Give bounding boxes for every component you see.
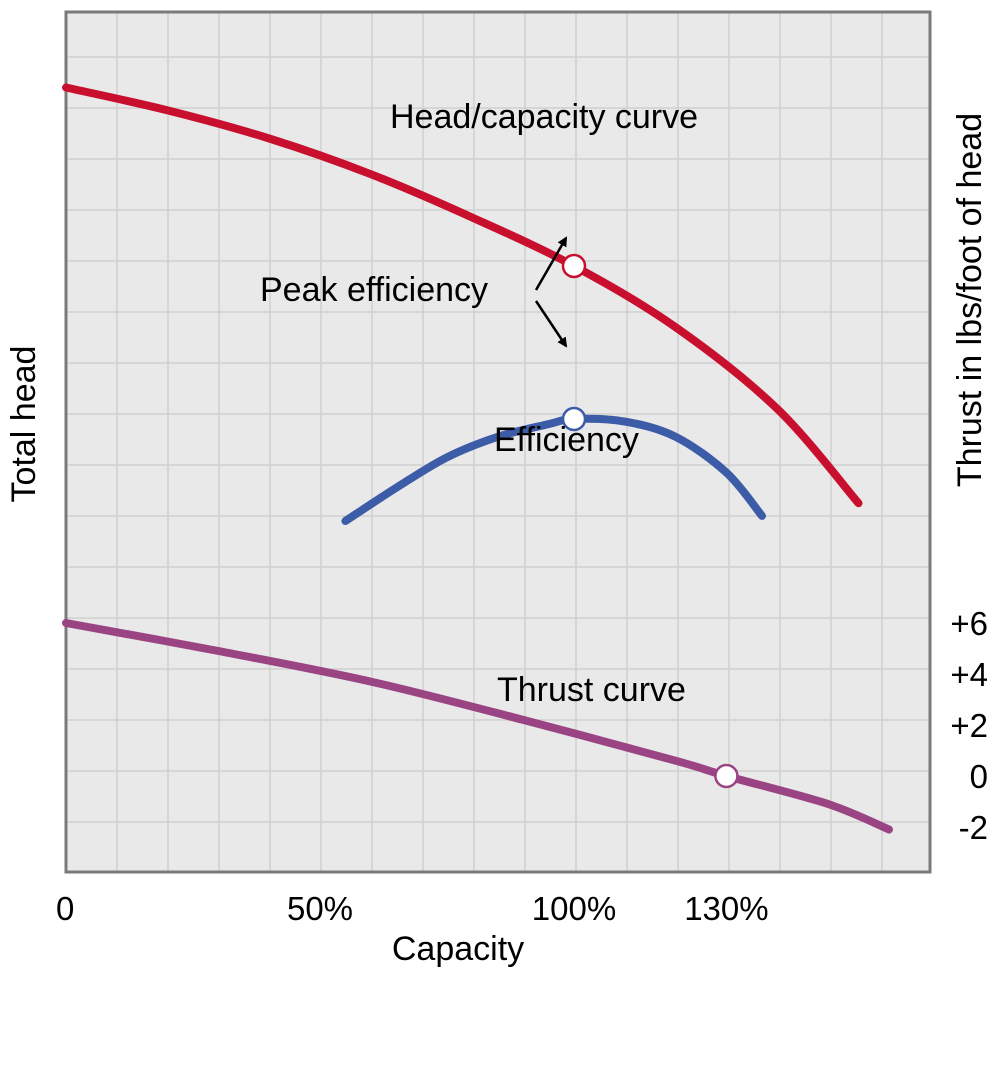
curves-layer <box>62 83 893 834</box>
thrust-curve-label: Thrust curve <box>497 671 686 709</box>
plot-background <box>66 12 930 872</box>
peak-arrow-to-head-curve <box>534 236 568 291</box>
y2-tick-label: +2 <box>950 707 988 744</box>
thrust-curve-line <box>62 619 893 834</box>
head-capacity-curve-line <box>62 83 863 508</box>
plot-frame <box>64 10 932 874</box>
curve-point-marker <box>561 253 587 279</box>
y2-tick-label: -2 <box>959 809 988 846</box>
curve-point-marker <box>714 763 739 789</box>
efficiency-line <box>341 414 766 525</box>
grid <box>66 12 930 872</box>
markers-layer <box>561 253 739 789</box>
x-tick-labels: 0 50% 100% 130% <box>56 890 769 927</box>
curve-point-marker <box>561 406 587 432</box>
x-tick-label: 130% <box>684 890 768 927</box>
x-axis-title: Capacity <box>392 930 524 968</box>
y-axis-title: Total head <box>5 346 43 503</box>
y2-tick-label: +4 <box>950 656 988 693</box>
x-tick-label: 100% <box>532 890 616 927</box>
x-tick-label: 0 <box>56 890 74 927</box>
y2-tick-label: 0 <box>970 758 988 795</box>
y2-tick-labels: +6 +4 +2 0 -2 <box>950 605 988 846</box>
y2-tick-label: +6 <box>950 605 988 642</box>
x-tick-label: 50% <box>287 890 353 927</box>
efficiency-curve-label: Efficiency <box>494 421 639 459</box>
peak-efficiency-label: Peak efficiency <box>260 271 488 309</box>
head-capacity-curve-label: Head/capacity curve <box>390 98 698 136</box>
peak-arrow-to-efficiency-curve <box>534 300 568 348</box>
y2-axis-title: Thrust in lbs/foot of head <box>951 113 989 487</box>
